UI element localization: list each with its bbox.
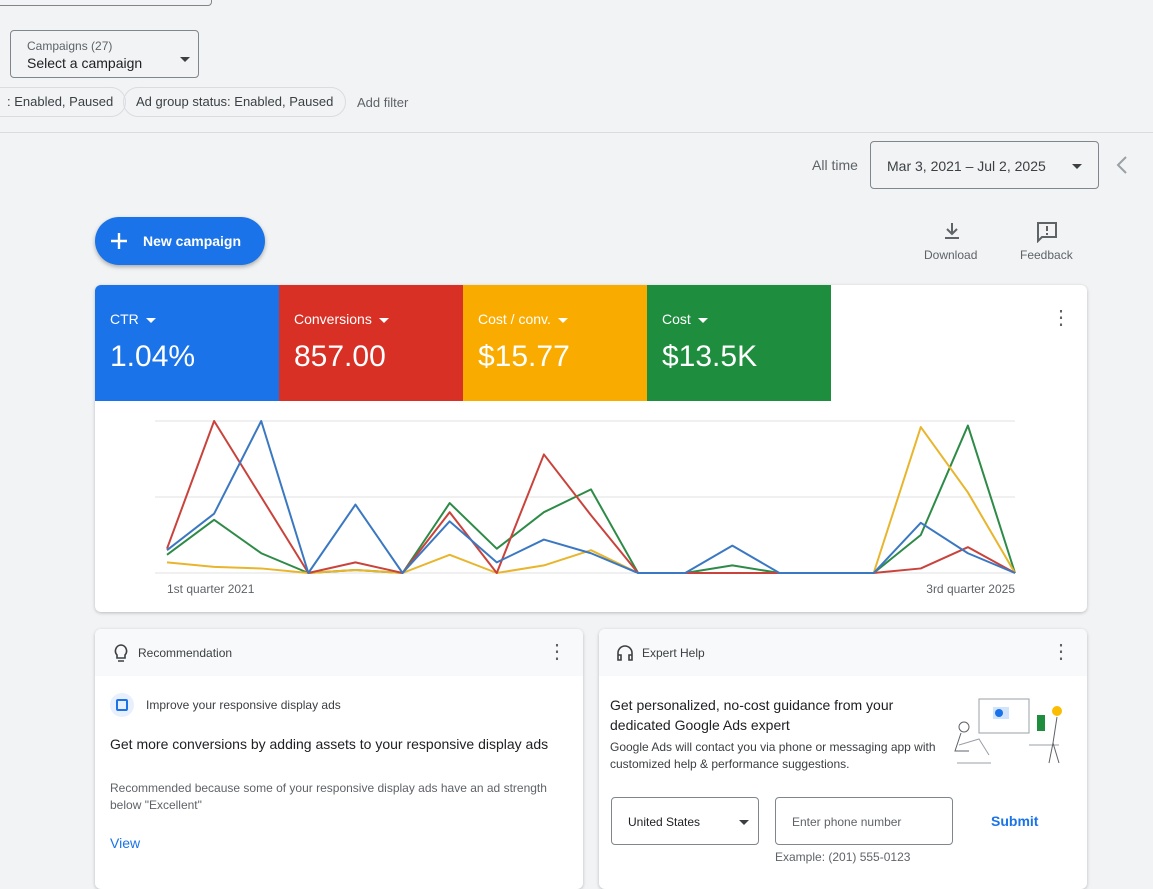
performance-card: CTR 1.04% Conversions 857.00 Cost / conv. $15… (95, 285, 1087, 612)
metric-name: Cost (662, 311, 691, 327)
reason: Recommended because some of your respons… (110, 781, 547, 812)
more-menu[interactable]: ⋮ (1051, 642, 1071, 662)
caret (173, 51, 190, 69)
metric-value: $13.5K (662, 340, 758, 373)
x-tick-label: 3rd quarter 2025 (926, 582, 1015, 596)
date-dropdown[interactable]: Mar 3, 2021 – Jul 2, 2025 (870, 141, 1099, 189)
button-label: New campaign (143, 233, 242, 249)
metric-label: Cost (662, 311, 708, 327)
feedback-icon (1037, 222, 1057, 243)
item-title: Improve your responsive display ads (146, 698, 341, 712)
recommendation-card: Recommendation ⋮ Improve your responsive… (95, 629, 583, 889)
metric-name: CTR (110, 311, 139, 327)
new-campaign-button[interactable]: New campaign (95, 217, 265, 265)
top-field[interactable] (0, 0, 212, 6)
metric-tile[interactable]: CTR 1.04% (95, 285, 279, 401)
more-menu[interactable]: ⋮ (1051, 307, 1071, 329)
card-header (599, 629, 1087, 676)
headline: Get more conversions by adding assets to… (110, 736, 549, 752)
metric-value: 1.04% (110, 340, 196, 373)
country-value: United States (628, 815, 701, 829)
metric-name: Cost / conv. (478, 311, 551, 327)
expert-card: Expert Help ⋮ Get personalized, no-cost … (599, 629, 1087, 889)
item-icon (110, 693, 134, 717)
view-link[interactable]: View (110, 835, 141, 851)
prev-arrow[interactable] (1114, 155, 1130, 175)
download-icon (945, 223, 959, 239)
illustration (954, 698, 1062, 764)
dropdown-label: Campaigns (27) (27, 39, 113, 53)
metric-value: 857.00 (294, 340, 386, 373)
caret (145, 317, 156, 323)
series-line (166, 420, 1016, 574)
headset-icon (617, 645, 633, 661)
submit-button[interactable]: Submit (991, 813, 1039, 829)
divider (0, 132, 1153, 133)
headline: Get personalized, no-cost guidance from … (610, 697, 894, 733)
date-value: Mar 3, 2021 – Jul 2, 2025 (887, 158, 1046, 174)
country-dropdown[interactable]: United States (611, 797, 759, 845)
campaign-dropdown[interactable]: Campaigns (27) Select a campaign (10, 30, 199, 78)
line-chart: 1st quarter 2021 3rd quarter 2025 (155, 420, 1016, 596)
filter-chip[interactable]: Ad group status: Enabled, Paused (123, 87, 347, 117)
action-label[interactable]: Feedback (1020, 248, 1073, 262)
body: Google Ads will contact you via phone or… (610, 740, 936, 771)
caret (557, 317, 568, 323)
bulb-icon (114, 644, 128, 662)
add-filter[interactable]: Add filter (357, 95, 409, 110)
metric-value: $15.77 (478, 340, 570, 373)
card-title: Expert Help (642, 646, 705, 660)
metric-label: CTR (110, 311, 156, 327)
metric-tile[interactable]: Cost $13.5K (647, 285, 831, 401)
caret (378, 317, 389, 323)
caret (1065, 158, 1082, 176)
caret (697, 317, 708, 323)
filter-chip[interactable]: : Enabled, Paused (0, 87, 127, 117)
phone-input[interactable]: Enter phone number (775, 797, 953, 845)
card-header (95, 629, 583, 676)
metric-tile[interactable]: Conversions 857.00 (279, 285, 463, 401)
metric-tile[interactable]: Cost / conv. $15.77 (463, 285, 647, 401)
plus-icon (111, 233, 127, 249)
metric-label: Conversions (294, 311, 389, 327)
action-label[interactable]: Download (924, 248, 978, 262)
placeholder: Enter phone number (792, 815, 902, 829)
x-tick-label: 1st quarter 2021 (167, 582, 255, 596)
dropdown-value: Select a campaign (27, 55, 143, 71)
metric-label: Cost / conv. (478, 311, 568, 327)
more-menu[interactable]: ⋮ (547, 642, 567, 662)
date-label: All time (812, 157, 858, 173)
phone-example: Example: (201) 555-0123 (775, 850, 911, 864)
caret (732, 814, 749, 832)
card-title: Recommendation (138, 646, 233, 660)
metric-name: Conversions (294, 311, 372, 327)
